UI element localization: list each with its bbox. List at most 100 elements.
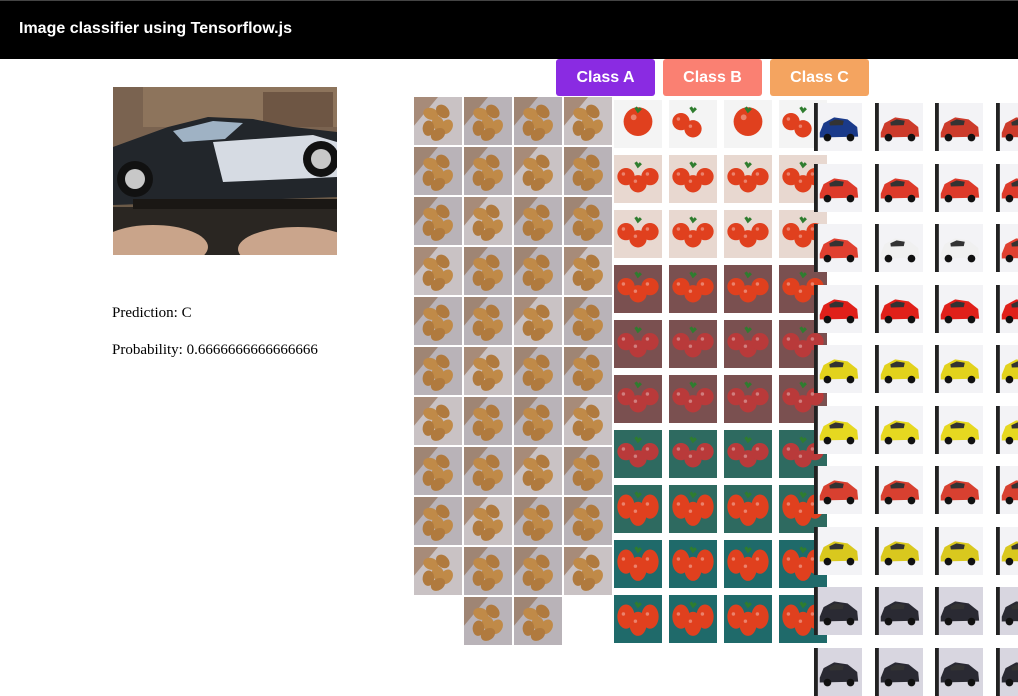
class-c-sample-thumbnail xyxy=(996,587,1018,635)
class-a-sample-thumbnail xyxy=(564,197,612,245)
class-c-sample-thumbnail xyxy=(996,406,1018,454)
class-c-sample-thumbnail xyxy=(935,527,983,575)
class-c-sample-thumbnail xyxy=(935,285,983,333)
class-c-sample-thumbnail xyxy=(996,164,1018,212)
class-a-sample-thumbnail xyxy=(514,347,562,395)
class-b-sample-thumbnail xyxy=(614,155,662,203)
class-c-sample-thumbnail xyxy=(814,345,862,393)
class-a-sample-thumbnail xyxy=(414,97,462,145)
class-b-sample-thumbnail xyxy=(614,595,662,643)
class-b-sample-thumbnail xyxy=(614,375,662,423)
class-b-sample-thumbnail xyxy=(724,485,772,533)
class-a-sample-thumbnail xyxy=(514,447,562,495)
probability-text: Probability: 0.6666666666666666 xyxy=(112,342,318,359)
class-a-sample-thumbnail xyxy=(414,347,462,395)
class-a-button[interactable]: Class A xyxy=(556,59,655,96)
class-b-button[interactable]: Class B xyxy=(663,59,762,96)
class-a-sample-thumbnail xyxy=(464,397,512,445)
class-a-sample-thumbnail xyxy=(414,297,462,345)
app-title: Image classifier using Tensorflow.js xyxy=(19,20,292,38)
class-a-sample-thumbnail xyxy=(464,197,512,245)
class-a-sample-thumbnail xyxy=(564,397,612,445)
class-a-sample-thumbnail xyxy=(564,297,612,345)
class-a-sample-thumbnail xyxy=(564,247,612,295)
class-a-sample-thumbnail xyxy=(564,147,612,195)
class-b-sample-thumbnail xyxy=(669,430,717,478)
class-b-sample-thumbnail xyxy=(669,485,717,533)
class-a-sample-thumbnail xyxy=(414,447,462,495)
class-a-sample-thumbnail xyxy=(414,397,462,445)
class-a-sample-thumbnail xyxy=(464,297,512,345)
class-a-sample-thumbnail xyxy=(514,147,562,195)
class-a-sample-thumbnail xyxy=(514,547,562,595)
class-b-sample-thumbnail xyxy=(724,375,772,423)
class-a-sample-thumbnail xyxy=(414,497,462,545)
class-b-sample-thumbnail xyxy=(669,540,717,588)
class-a-sample-thumbnail xyxy=(514,397,562,445)
class-b-sample-thumbnail xyxy=(669,320,717,368)
class-c-sample-thumbnail xyxy=(996,285,1018,333)
class-a-sample-thumbnail xyxy=(514,297,562,345)
class-a-sample-thumbnail xyxy=(514,497,562,545)
class-a-sample-thumbnail xyxy=(464,547,512,595)
class-b-sample-thumbnail xyxy=(614,100,662,148)
class-a-sample-thumbnail xyxy=(464,597,512,645)
class-c-sample-thumbnail xyxy=(814,587,862,635)
class-b-sample-thumbnail xyxy=(614,430,662,478)
class-b-sample-thumbnail xyxy=(669,595,717,643)
class-b-sample-thumbnail xyxy=(724,595,772,643)
class-c-sample-thumbnail xyxy=(935,345,983,393)
class-c-sample-thumbnail xyxy=(935,648,983,696)
class-c-sample-thumbnail xyxy=(875,466,923,514)
class-c-sample-thumbnail xyxy=(875,285,923,333)
class-a-sample-thumbnail xyxy=(564,447,612,495)
class-b-sample-thumbnail xyxy=(614,265,662,313)
class-c-sample-thumbnail xyxy=(935,466,983,514)
class-a-sample-thumbnail xyxy=(564,497,612,545)
class-b-sample-thumbnail xyxy=(614,210,662,258)
class-c-sample-thumbnail xyxy=(996,527,1018,575)
class-c-sample-thumbnail xyxy=(935,164,983,212)
class-a-sample-thumbnail xyxy=(414,547,462,595)
class-b-sample-thumbnail xyxy=(724,540,772,588)
class-c-sample-thumbnail xyxy=(935,406,983,454)
prediction-text: Prediction: C xyxy=(112,305,192,322)
class-a-sample-thumbnail xyxy=(464,497,512,545)
class-c-sample-thumbnail xyxy=(996,466,1018,514)
class-c-sample-thumbnail xyxy=(814,164,862,212)
class-a-sample-thumbnail xyxy=(564,97,612,145)
class-a-sample-thumbnail xyxy=(414,147,462,195)
class-c-sample-thumbnail xyxy=(814,103,862,151)
class-c-sample-thumbnail xyxy=(935,224,983,272)
webcam-preview xyxy=(113,87,337,255)
class-c-button[interactable]: Class C xyxy=(770,59,869,96)
class-b-sample-thumbnail xyxy=(669,265,717,313)
class-c-sample-thumbnail xyxy=(935,587,983,635)
class-c-sample-thumbnail xyxy=(996,224,1018,272)
class-a-sample-thumbnail xyxy=(464,97,512,145)
class-b-sample-thumbnail xyxy=(669,100,717,148)
webcam-frame-image xyxy=(113,87,337,255)
class-c-sample-thumbnail xyxy=(814,406,862,454)
app-header: Image classifier using Tensorflow.js xyxy=(0,0,1018,59)
class-b-sample-thumbnail xyxy=(614,485,662,533)
class-b-sample-thumbnail xyxy=(724,100,772,148)
class-c-sample-thumbnail xyxy=(996,103,1018,151)
class-b-sample-thumbnail xyxy=(724,155,772,203)
class-c-sample-thumbnail xyxy=(814,285,862,333)
class-c-sample-thumbnail xyxy=(935,103,983,151)
class-a-sample-thumbnail xyxy=(464,347,512,395)
class-b-sample-thumbnail xyxy=(614,540,662,588)
class-b-sample-thumbnail xyxy=(724,320,772,368)
class-b-sample-thumbnail xyxy=(669,375,717,423)
class-c-sample-thumbnail xyxy=(875,527,923,575)
class-a-sample-thumbnail xyxy=(464,447,512,495)
class-a-sample-thumbnail xyxy=(564,347,612,395)
class-b-sample-thumbnail xyxy=(614,320,662,368)
class-c-sample-thumbnail xyxy=(814,466,862,514)
class-c-sample-thumbnail xyxy=(814,648,862,696)
class-a-sample-thumbnail xyxy=(514,197,562,245)
class-a-sample-thumbnail xyxy=(414,247,462,295)
class-b-sample-thumbnail xyxy=(669,210,717,258)
class-b-sample-thumbnail xyxy=(724,265,772,313)
